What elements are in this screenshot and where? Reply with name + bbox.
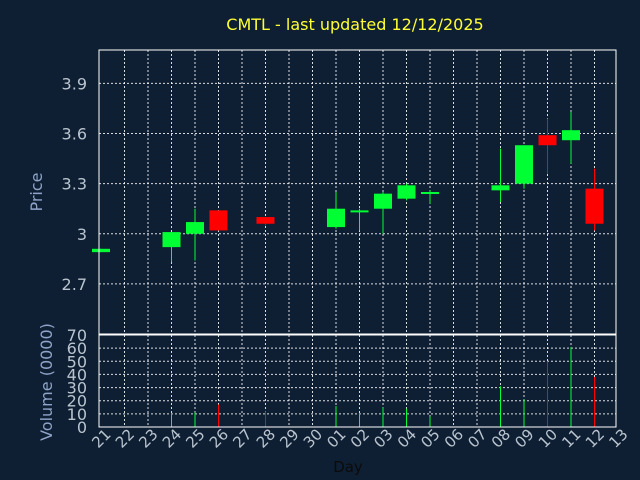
- volume-grid: [99, 335, 616, 427]
- x-tick-label: 28: [253, 425, 279, 451]
- volume-y-tick-label: 20: [67, 392, 87, 411]
- volume-y-tick-label: 40: [67, 365, 87, 384]
- volume-axis-label: Volume (0000): [37, 323, 56, 441]
- candle-body: [491, 185, 510, 191]
- volume-y-tick-label: 60: [67, 339, 87, 358]
- volume-y-tick-label: 0: [77, 418, 87, 437]
- candle-body: [538, 135, 557, 146]
- price-y-tick-label: 3.6: [62, 125, 87, 144]
- volume-y-tick-label: 10: [67, 405, 87, 424]
- candle-body: [186, 222, 204, 234]
- volume-y-tick-label: 30: [67, 379, 87, 398]
- x-tick-label: 04: [394, 425, 420, 451]
- volume-y-tick-label: 70: [67, 326, 87, 345]
- x-tick-label: 30: [300, 425, 326, 451]
- x-tick-label: 05: [417, 425, 443, 451]
- x-tick-label: 27: [229, 425, 255, 451]
- x-tick-label: 06: [441, 425, 467, 451]
- x-tick-label: 13: [605, 425, 631, 451]
- x-tick-label: 21: [88, 425, 114, 451]
- volume-y-tick-label: 50: [67, 352, 87, 371]
- x-tick-label: 26: [206, 425, 232, 451]
- price-y-tick-label: 3: [77, 225, 87, 244]
- volume-bars: [171, 346, 595, 427]
- price-axis-label: Price: [27, 172, 46, 211]
- x-tick-label: 11: [558, 425, 584, 451]
- x-tick-label: 29: [276, 425, 302, 451]
- x-tick-label: 24: [159, 425, 185, 451]
- candle-body: [350, 210, 369, 213]
- x-tick-label: 10: [535, 425, 561, 451]
- chart-title: CMTL - last updated 12/12/2025: [226, 15, 483, 34]
- x-tick-labels: 2122232425262728293001020304050607080910…: [88, 425, 631, 451]
- candle-body: [397, 185, 416, 199]
- price-grid: [99, 50, 616, 334]
- x-tick-label: 12: [582, 425, 608, 451]
- price-panel-frame: [98, 49, 617, 335]
- x-tick-label: 22: [112, 425, 138, 451]
- x-tick-label: 09: [511, 425, 537, 451]
- candle-body: [327, 208, 345, 228]
- price-y-tick-label: 3.3: [62, 175, 87, 194]
- candle-body: [515, 145, 533, 184]
- candle-body: [162, 232, 181, 248]
- x-tick-label: 03: [370, 425, 396, 451]
- candle-body: [374, 193, 392, 209]
- candle-body: [585, 188, 604, 224]
- x-tick-label: 02: [347, 425, 373, 451]
- x-tick-label: 23: [135, 425, 161, 451]
- x-tick-label: 08: [488, 425, 514, 451]
- candle-body: [209, 210, 228, 231]
- price-y-tick-label: 2.7: [62, 275, 87, 294]
- candlesticks: [92, 111, 604, 263]
- x-tick-label: 25: [182, 425, 208, 451]
- volume-panel-frame: [98, 334, 617, 428]
- x-axis-label: Day: [333, 458, 363, 476]
- x-tick-label: 07: [464, 425, 490, 451]
- candle-body: [421, 192, 439, 194]
- x-tick-label: 01: [323, 425, 349, 451]
- candle-body: [92, 248, 110, 253]
- price-y-tick-labels: 2.7 3 3.3 3.6 3.9: [62, 74, 87, 293]
- price-y-tick-label: 3.9: [62, 74, 87, 93]
- candle-body: [562, 130, 580, 141]
- candle-body: [256, 217, 275, 224]
